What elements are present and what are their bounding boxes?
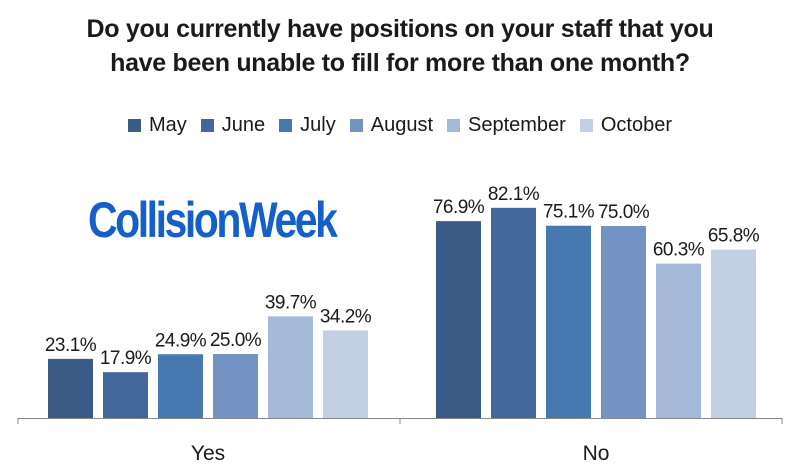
legend-item-may: May	[127, 112, 187, 138]
chart-title-line-2: have been unable to fill for more than o…	[110, 49, 690, 77]
data-label: 25.0%	[210, 330, 262, 351]
data-label: 34.2%	[320, 306, 372, 327]
bar-no-may	[436, 221, 481, 418]
legend-item-september: September	[447, 112, 566, 138]
legend-swatch	[127, 118, 141, 132]
legend-label: August	[370, 114, 433, 136]
bar-yes-may	[48, 358, 93, 418]
bar-yes-september	[268, 316, 313, 418]
collisionweek-logo: CollisionWeek	[88, 192, 338, 248]
legend-item-august: August	[349, 112, 433, 138]
legend-swatch	[447, 118, 460, 132]
legend-label: October	[600, 114, 672, 136]
legend-label: September	[468, 114, 566, 136]
legend: May June July August September October	[0, 112, 800, 138]
legend-item-july: July	[279, 112, 336, 138]
legend-swatch	[279, 118, 293, 132]
category-label-no: No	[583, 442, 610, 465]
data-label: 39.7%	[265, 292, 317, 313]
legend-swatch	[200, 118, 214, 132]
legend-item-october: October	[579, 112, 672, 138]
bar-no-july	[546, 225, 591, 418]
data-label: 23.1%	[45, 335, 97, 356]
bar-no-august	[601, 226, 646, 418]
chart-title: Do you currently have positions on your …	[0, 12, 800, 80]
data-label: 60.3%	[653, 240, 705, 261]
data-label: 17.9%	[100, 348, 152, 369]
data-label: 76.9%	[433, 197, 485, 218]
bar-yes-october	[323, 330, 368, 418]
chart-title-line-1: Do you currently have positions on your …	[86, 15, 714, 43]
bar-yes-june	[103, 372, 148, 418]
bar-yes-august	[213, 354, 258, 418]
legend-item-june: June	[200, 112, 266, 138]
data-label: 65.8%	[708, 226, 760, 247]
data-label: 82.1%	[488, 184, 540, 205]
legend-swatch	[349, 118, 363, 132]
data-label: 24.9%	[155, 330, 207, 351]
bar-no-september	[656, 263, 701, 418]
legend-label: May	[148, 114, 187, 136]
bar-no-october	[711, 249, 756, 418]
data-label: 75.1%	[543, 202, 595, 223]
legend-label: July	[300, 114, 336, 136]
bar-yes-july	[158, 354, 203, 418]
legend-swatch	[579, 118, 593, 132]
data-label: 75.0%	[598, 202, 650, 223]
bar-no-june	[491, 207, 536, 418]
legend-label: June	[221, 114, 266, 136]
category-label-yes: Yes	[191, 442, 225, 465]
